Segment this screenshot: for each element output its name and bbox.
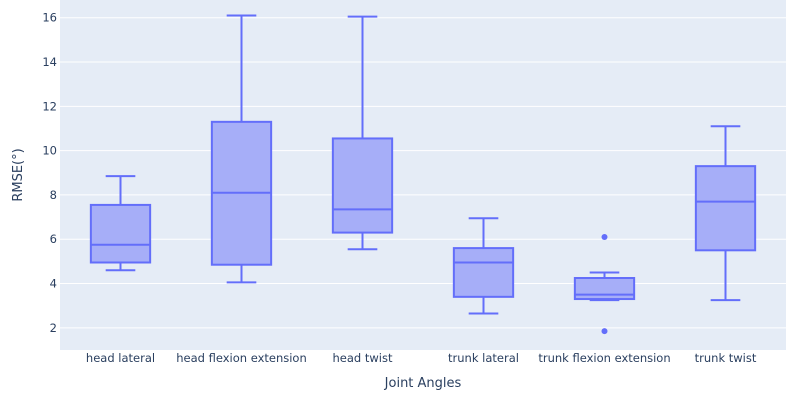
box-group <box>694 125 757 302</box>
box-series <box>89 14 757 335</box>
x-tick-label: head flexion extension <box>176 351 307 365</box>
box-iqr <box>452 247 515 298</box>
x-axis-title: Joint Angles <box>384 376 462 391</box>
y-tick-label: 16 <box>42 11 57 25</box>
x-axis-ticks: head lateral head flexion extension head t… <box>86 351 757 365</box>
box-group <box>573 234 636 335</box>
y-tick-label: 6 <box>50 232 57 246</box>
box-iqr <box>573 277 636 301</box>
x-tick-label: trunk twist <box>695 351 757 365</box>
outlier-point <box>601 328 608 335</box>
y-tick-label: 12 <box>42 99 57 113</box>
y-axis-ticks: 2 4 6 8 10 12 14 16 <box>42 11 57 335</box>
y-tick-label: 14 <box>42 55 57 69</box>
y-tick-label: 8 <box>50 188 57 202</box>
x-tick-label: trunk flexion extension <box>538 351 670 365</box>
grid-lines <box>60 17 786 329</box>
box-group <box>452 217 515 315</box>
box-group <box>331 15 394 251</box>
outlier-point <box>601 234 608 241</box>
y-tick-label: 4 <box>50 277 57 291</box>
y-axis-title: RMSE(°) <box>11 148 26 201</box>
box-group <box>89 175 152 272</box>
y-tick-label: 10 <box>42 144 57 158</box>
box-iqr <box>694 165 757 252</box>
plot-area <box>60 0 786 350</box>
x-tick-label: head lateral <box>86 351 155 365</box>
box-group <box>210 14 273 284</box>
y-tick-label: 2 <box>50 321 57 335</box>
box-iqr <box>331 137 394 234</box>
box-iqr <box>89 203 152 264</box>
x-tick-label: trunk lateral <box>448 351 519 365</box>
x-tick-label: head twist <box>333 351 393 365</box>
